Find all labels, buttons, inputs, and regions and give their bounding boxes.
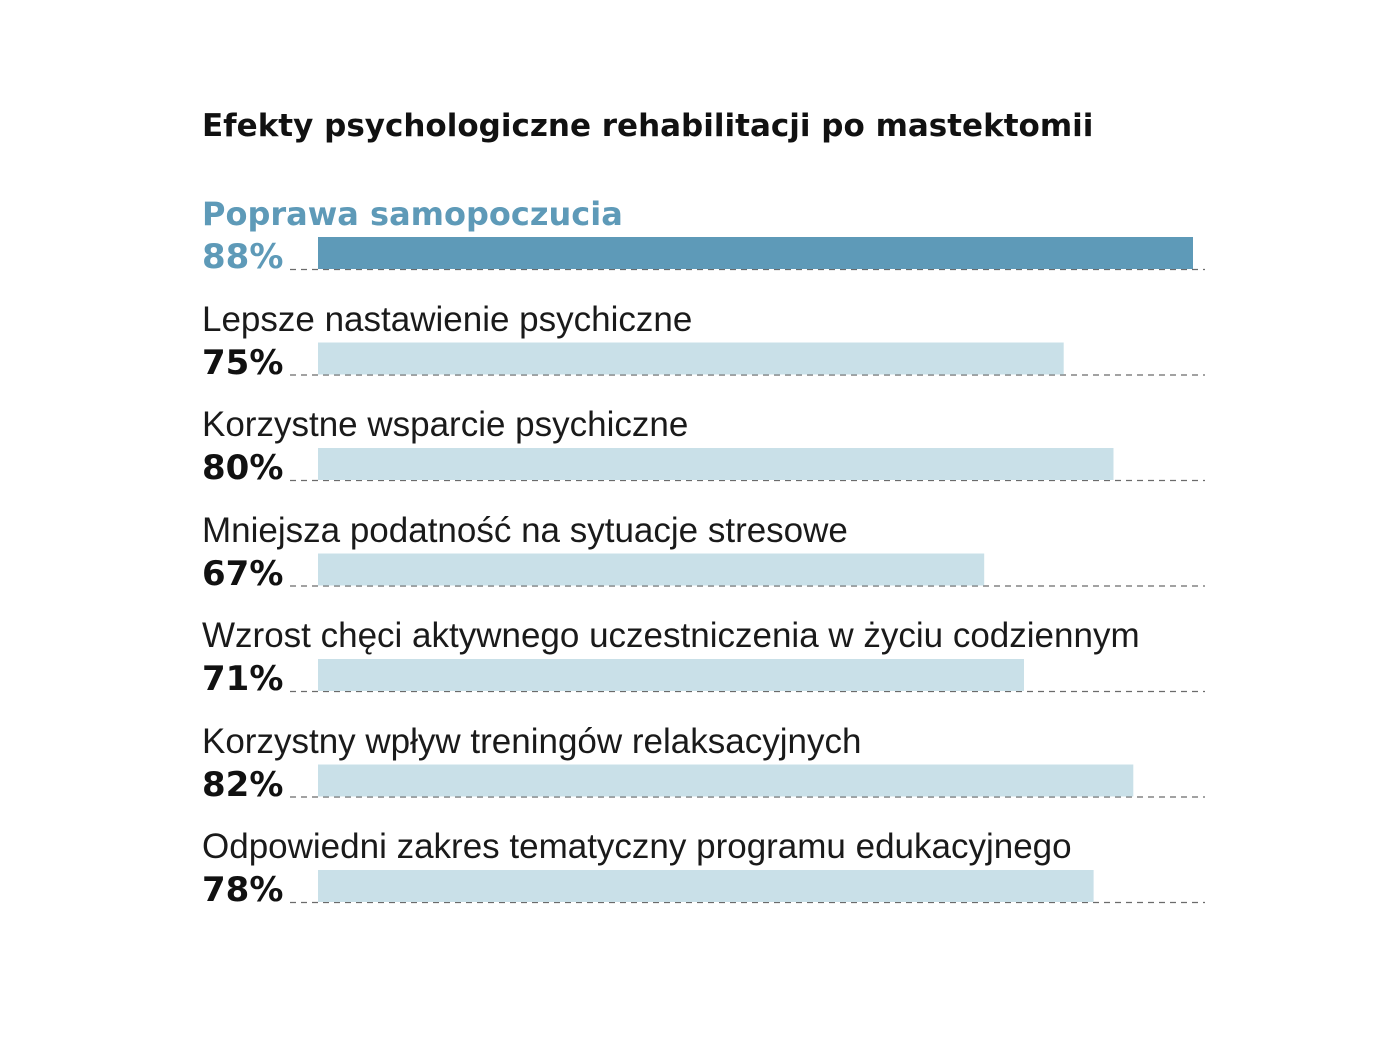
bar-2 (318, 448, 1114, 480)
value-label-1: 75% (202, 342, 284, 383)
value-label-5: 82% (202, 764, 284, 805)
bar-1 (318, 342, 1064, 375)
bar-5 (318, 764, 1134, 797)
value-label-3: 67% (202, 553, 284, 594)
category-label-1: Lepsze nastawienie psychiczne (202, 299, 693, 339)
category-label-6: Odpowiedni zakres tematyczny programu ed… (202, 827, 1072, 866)
bar-3 (318, 553, 985, 586)
category-label-4: Wzrost chęci aktywnego uczestniczenia w … (202, 616, 1140, 655)
bar-0 (318, 237, 1193, 269)
category-label-0: Poprawa samopoczucia (202, 195, 623, 233)
chart-title: Efekty psychologiczne rehabilitacji po m… (202, 108, 1094, 144)
value-label-0: 88% (202, 237, 284, 277)
category-label-2: Korzystne wsparcie psychiczne (202, 405, 689, 444)
value-label-2: 80% (202, 448, 284, 488)
category-label-5: Korzystny wpływ treningów relaksacyjnych (202, 721, 862, 761)
value-label-6: 78% (202, 870, 284, 910)
value-label-4: 71% (202, 659, 284, 699)
bar-4 (318, 659, 1024, 691)
category-label-3: Mniejsza podatność na sytuacje stresowe (202, 510, 848, 550)
bar-6 (318, 870, 1094, 902)
